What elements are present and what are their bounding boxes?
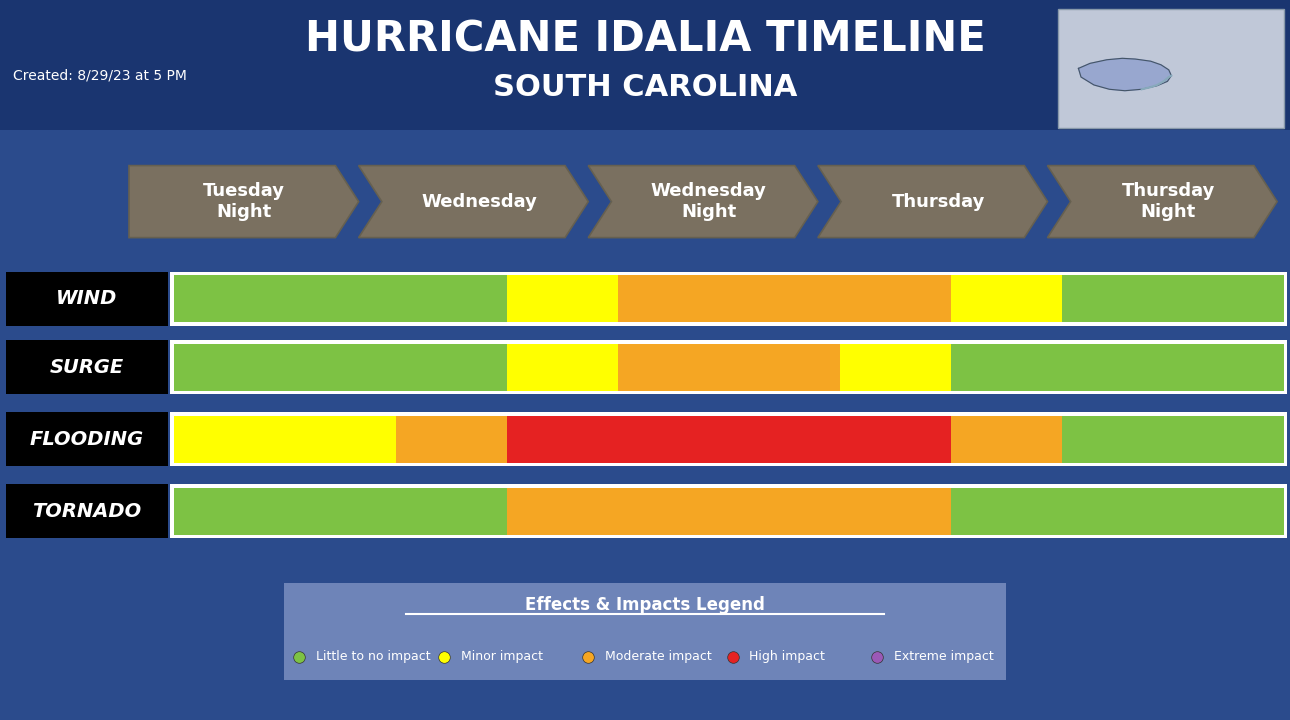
FancyBboxPatch shape	[1058, 9, 1284, 128]
FancyBboxPatch shape	[396, 416, 507, 463]
FancyBboxPatch shape	[507, 344, 618, 390]
Text: SOUTH CAROLINA: SOUTH CAROLINA	[493, 73, 797, 102]
Text: Wednesday
Night: Wednesday Night	[651, 182, 766, 221]
FancyBboxPatch shape	[174, 344, 507, 390]
Text: Wednesday: Wednesday	[422, 193, 537, 211]
Point	[433, 651, 454, 662]
FancyBboxPatch shape	[6, 341, 168, 395]
FancyBboxPatch shape	[170, 485, 1287, 539]
Text: FLOODING: FLOODING	[30, 430, 144, 449]
FancyBboxPatch shape	[174, 416, 396, 463]
Polygon shape	[359, 166, 588, 238]
FancyBboxPatch shape	[170, 341, 1287, 395]
FancyBboxPatch shape	[618, 344, 840, 390]
FancyBboxPatch shape	[6, 485, 168, 539]
Text: Little to no impact: Little to no impact	[316, 650, 431, 663]
Text: High impact: High impact	[749, 650, 826, 663]
Text: Moderate impact: Moderate impact	[605, 650, 712, 663]
FancyBboxPatch shape	[6, 272, 168, 326]
FancyBboxPatch shape	[507, 276, 618, 323]
Text: Thursday: Thursday	[891, 193, 986, 211]
Text: Effects & Impacts Legend: Effects & Impacts Legend	[525, 596, 765, 613]
FancyBboxPatch shape	[174, 488, 507, 534]
Point	[578, 651, 599, 662]
Polygon shape	[818, 166, 1047, 238]
FancyBboxPatch shape	[507, 416, 951, 463]
FancyBboxPatch shape	[284, 583, 1006, 680]
Polygon shape	[1047, 166, 1277, 238]
Text: Extreme impact: Extreme impact	[894, 650, 993, 663]
FancyBboxPatch shape	[1062, 276, 1284, 323]
Text: Minor impact: Minor impact	[461, 650, 543, 663]
Polygon shape	[1078, 58, 1171, 91]
FancyBboxPatch shape	[951, 276, 1062, 323]
Text: HURRICANE IDALIA TIMELINE: HURRICANE IDALIA TIMELINE	[304, 19, 986, 60]
FancyBboxPatch shape	[1062, 416, 1284, 463]
Point	[722, 651, 743, 662]
Text: Thursday
Night: Thursday Night	[1121, 182, 1215, 221]
FancyBboxPatch shape	[174, 276, 507, 323]
Text: Tuesday
Night: Tuesday Night	[203, 182, 285, 221]
FancyBboxPatch shape	[6, 412, 168, 467]
FancyBboxPatch shape	[0, 0, 1290, 130]
FancyBboxPatch shape	[618, 276, 951, 323]
Text: TORNADO: TORNADO	[32, 502, 142, 521]
FancyBboxPatch shape	[951, 488, 1284, 534]
FancyBboxPatch shape	[840, 344, 951, 390]
Text: Created: 8/29/23 at 5 PM: Created: 8/29/23 at 5 PM	[13, 68, 187, 83]
FancyBboxPatch shape	[951, 416, 1062, 463]
FancyBboxPatch shape	[170, 412, 1287, 467]
FancyBboxPatch shape	[170, 272, 1287, 326]
Text: SURGE: SURGE	[50, 358, 124, 377]
FancyBboxPatch shape	[507, 488, 951, 534]
FancyBboxPatch shape	[951, 344, 1284, 390]
Polygon shape	[129, 166, 359, 238]
Polygon shape	[588, 166, 818, 238]
Point	[867, 651, 888, 662]
Point	[289, 651, 310, 662]
Text: WIND: WIND	[57, 289, 117, 308]
